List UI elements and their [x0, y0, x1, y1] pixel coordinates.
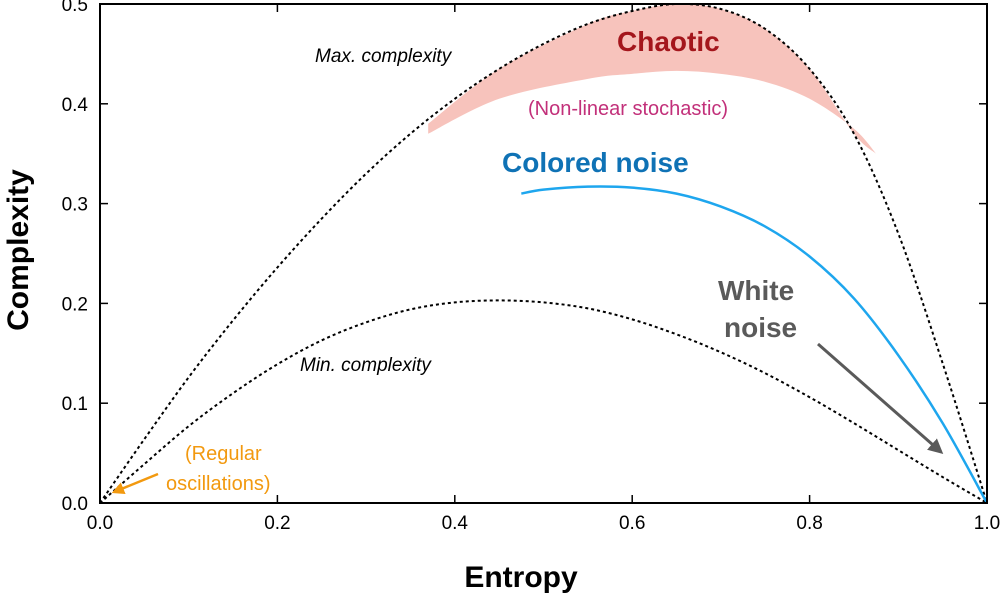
- x-tick-label: 0.4: [442, 513, 469, 534]
- x-tick-label: 0.2: [264, 513, 290, 534]
- y-tick-label: 0.1: [62, 394, 88, 415]
- chaotic-label: Chaotic: [617, 26, 720, 57]
- regular-oscillations-label-line1: (Regular: [185, 443, 262, 465]
- y-axis-title: Complexity: [2, 169, 35, 331]
- series-layer: [99, 2, 989, 504]
- y-tick-label: 0.0: [62, 494, 88, 515]
- white-noise-label-line2: noise: [724, 312, 797, 343]
- colored-noise-label: Colored noise: [502, 147, 689, 178]
- regular-oscillations-label-line2: oscillations): [166, 473, 270, 495]
- regular-oscillations-arrow: [111, 472, 159, 494]
- y-tick-label: 0.5: [62, 0, 88, 16]
- series-line-min-complexity: [99, 299, 988, 504]
- tick-layer: 0.0 0.2 0.4 0.6 0.8 1.0 0.0 0.1 0.2 0.3 0.4 0.5: [62, 0, 1000, 534]
- non-linear-stochastic-label: (Non-linear stochastic): [528, 98, 728, 120]
- x-tick-label: 1.0: [974, 513, 1000, 534]
- x-tick-label: 0.0: [87, 513, 113, 534]
- x-tick-label: 0.8: [796, 513, 822, 534]
- min-complexity-label: Min. complexity: [300, 355, 432, 376]
- region-chaotic: [428, 3, 877, 154]
- y-tick-label: 0.3: [62, 195, 88, 216]
- x-axis-title: Entropy: [464, 561, 578, 594]
- plot-frame: [99, 3, 988, 504]
- series-line-colored-noise: [521, 185, 989, 504]
- white-noise-label-line1: White: [718, 275, 794, 306]
- max-complexity-label: Max. complexity: [315, 46, 453, 67]
- y-tick-label: 0.4: [62, 95, 89, 116]
- white-noise-arrow: [817, 342, 944, 454]
- x-tick-label: 0.6: [619, 513, 645, 534]
- region-layer: [428, 3, 877, 154]
- y-tick-label: 0.2: [62, 294, 88, 315]
